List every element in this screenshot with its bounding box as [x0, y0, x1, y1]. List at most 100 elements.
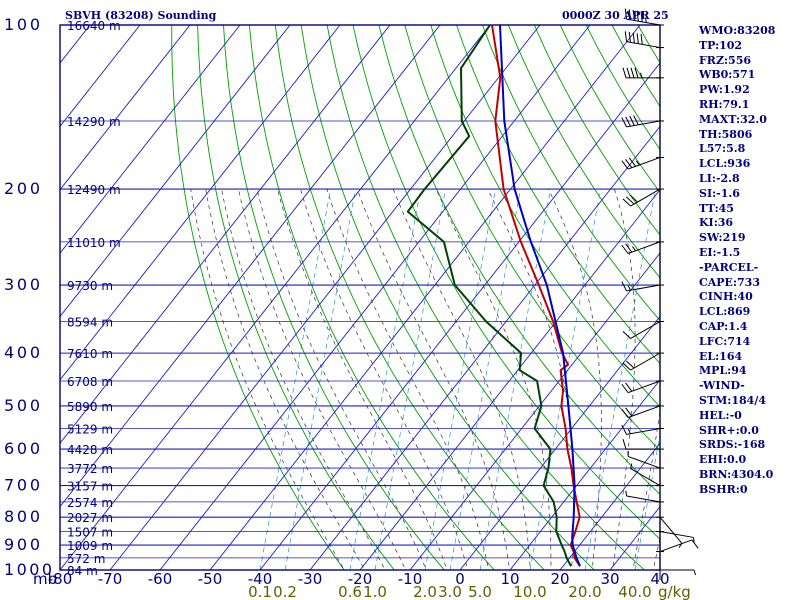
moist-adiabat: [612, 189, 636, 570]
mixing-ratio-line: [634, 433, 660, 570]
index-item: LFC:714: [699, 334, 751, 348]
wind-barb-half-flag: [627, 285, 631, 291]
moist-adiabat: [300, 189, 469, 570]
mixing-ratio-label: 5.0: [468, 583, 492, 600]
mixing-ratio-line: [584, 188, 656, 570]
wind-barb: [621, 405, 664, 419]
index-item: SW:219: [699, 231, 746, 245]
height-label: 572 m: [67, 552, 105, 566]
wind-barb-half-flag: [678, 542, 683, 548]
dry-adiabat: [456, 25, 660, 365]
wind-barb-staff: [626, 284, 661, 292]
mixing-ratio-label: 20.0: [568, 583, 601, 600]
wind-barb-half-flag: [640, 72, 643, 78]
moist-adiabat: [652, 535, 660, 570]
index-item: WB0:571: [699, 68, 756, 82]
wind-barb: [624, 8, 664, 26]
isotherm-line: [459, 315, 660, 570]
index-item: CAP:1.4: [699, 319, 748, 333]
index-item: KI:36: [699, 216, 734, 230]
wind-barb-staff: [659, 539, 693, 553]
wind-barb-flag: [621, 424, 627, 435]
station-title: SBVH (83208) Sounding: [65, 9, 217, 22]
height-label: 2574 m: [67, 496, 113, 510]
wind-barb-flag: [622, 438, 627, 450]
wind-barb-flag: [622, 67, 627, 78]
height-label: 6708 m: [67, 375, 113, 389]
isotherm-line: [359, 189, 660, 570]
index-item: BSHR:0: [699, 482, 748, 496]
mixing-ratio-label: 0.2: [273, 583, 297, 600]
wind-barb: [621, 156, 664, 170]
height-label: 3772 m: [67, 462, 113, 476]
wind-barb-flag: [622, 198, 631, 207]
height-label: 2027 m: [67, 511, 113, 525]
moist-adiabat: [256, 189, 427, 570]
mixing-ratio-unit: g/kg: [658, 583, 691, 600]
wind-barb-half-flag: [635, 160, 640, 166]
isotherm-line: [60, 25, 341, 381]
height-label: 16640 m: [67, 19, 121, 33]
dry-adiabat: [197, 25, 395, 570]
temperature-tick-label: 30: [600, 570, 619, 588]
temperature-tick-label: -10: [398, 570, 423, 588]
temperature-tick-label: -20: [348, 570, 373, 588]
dry-adiabat: [793, 25, 800, 582]
wind-barb-flag: [628, 31, 631, 43]
wind-barb: [624, 31, 664, 49]
index-item: MAXT:32.0: [699, 112, 767, 126]
mixing-ratio-label: 2.0: [413, 583, 437, 600]
height-label: 12490 m: [67, 183, 121, 197]
wind-barb-flag: [624, 8, 628, 20]
wind-barb: [656, 531, 695, 543]
index-item: EHI:0.0: [699, 453, 747, 467]
wind-barb-flag: [625, 243, 633, 253]
wind-barb-half-flag: [630, 463, 633, 469]
dewpoint-curve: [406, 24, 572, 567]
dry-adiabat: [378, 25, 660, 496]
wind-barb-column: [621, 8, 699, 580]
moist-adiabat: [392, 188, 531, 570]
wind-barb-flag: [640, 34, 643, 45]
wind-barb: [656, 539, 699, 553]
index-item: BRN:4304.0: [699, 467, 774, 481]
wind-barb-flag: [636, 10, 639, 22]
dry-adiabat: [274, 25, 545, 570]
height-label: 3157 m: [67, 480, 113, 494]
mixing-ratio-label: 10.0: [513, 583, 546, 600]
wind-barb-flag: [628, 9, 631, 20]
temperature-tick-label: -50: [198, 570, 223, 588]
mixing-ratio-line: [349, 188, 421, 570]
wind-barb-flag: [630, 67, 635, 78]
wind-barb-flag: [634, 67, 639, 78]
wind-barb-staff: [630, 352, 661, 371]
pressure-tick-label: 900: [4, 535, 40, 554]
temperature-tick-label: -70: [98, 570, 123, 588]
temperature-curve: [491, 24, 581, 567]
index-item: EL:164: [699, 349, 743, 363]
wind-barb-flag: [625, 159, 633, 169]
isotherm-line: [60, 25, 141, 128]
height-label: 9730 m: [67, 279, 113, 293]
height-label: 7610 m: [67, 347, 113, 361]
wind-barb-staff: [627, 455, 661, 469]
mixing-ratio-line: [479, 188, 551, 570]
height-label: 1507 m: [67, 526, 113, 540]
index-item: RH:79.1: [699, 97, 750, 111]
wind-barb-staff: [630, 188, 661, 207]
wind-barb: [622, 321, 664, 339]
wind-barb: [622, 438, 664, 450]
sounding-curves: [406, 24, 581, 567]
height-label: 4428 m: [67, 443, 113, 457]
moist-adiabat: [238, 189, 407, 570]
index-item: WMO:83208: [699, 24, 776, 37]
height-label: 8594 m: [67, 316, 113, 330]
moist-adiabat: [205, 189, 366, 570]
temperature-tick-label: -40: [248, 570, 273, 588]
wind-barb: [622, 352, 664, 371]
index-item: CAPE:733: [699, 275, 760, 289]
dry-adiabat: [404, 25, 660, 451]
isotherm-line: [159, 25, 591, 570]
